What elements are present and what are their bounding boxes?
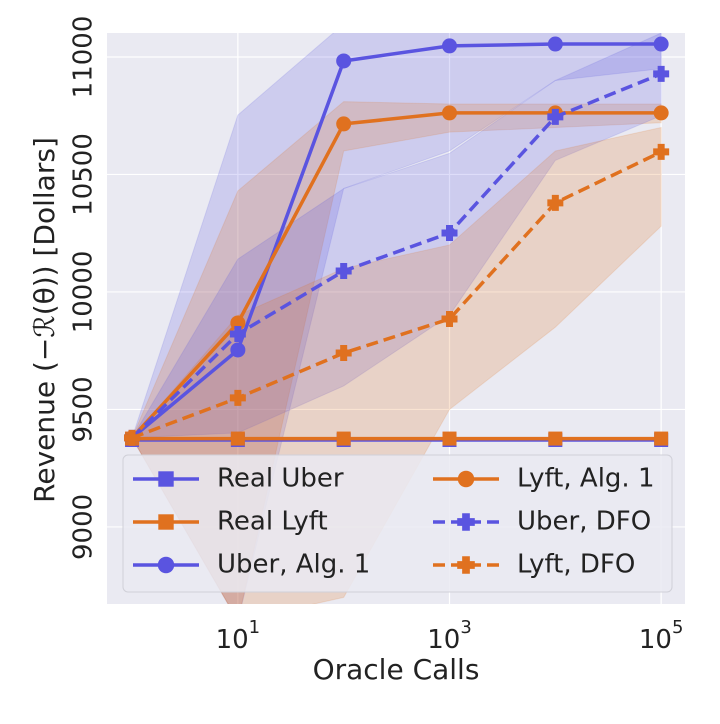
legend: Real Uber Real Lyft Uber, Alg. 1 Lyft, Alg.… <box>122 454 673 593</box>
y-tick-label: 9500 <box>69 376 99 442</box>
marker <box>229 326 246 343</box>
series-line <box>131 150 662 440</box>
legend-label: Lyft, Alg. 1 <box>517 464 655 494</box>
legend-box <box>122 454 673 593</box>
marker <box>230 342 246 358</box>
legend-label: Uber, DFO <box>517 507 651 537</box>
series-line <box>130 111 662 440</box>
marker <box>442 105 458 121</box>
y-axis-label: Revenue (−ℛ(θ)) [Dollars] <box>28 137 61 503</box>
y-tick-label: 9000 <box>69 494 99 560</box>
marker <box>441 310 458 327</box>
marker <box>336 431 351 446</box>
lines <box>124 36 670 447</box>
marker <box>230 431 245 446</box>
marker <box>653 105 669 121</box>
y-tick-label: 10000 <box>69 251 99 334</box>
marker <box>547 36 563 52</box>
marker <box>230 315 246 331</box>
marker <box>157 556 175 574</box>
marker <box>547 194 564 211</box>
marker <box>548 431 563 446</box>
legend-label: Real Lyft <box>217 507 328 537</box>
legend-label: Lyft, DFO <box>517 550 635 580</box>
marker <box>653 143 670 160</box>
x-axis-label: Oracle Calls <box>313 653 480 686</box>
x-tick-label: 101 <box>216 617 261 655</box>
marker <box>336 53 352 69</box>
legend-label: Real Uber <box>217 464 344 494</box>
marker <box>441 224 458 241</box>
legend-label: Uber, Alg. 1 <box>217 550 370 580</box>
series-line <box>130 42 662 440</box>
marker <box>653 65 670 82</box>
series-line <box>130 72 662 440</box>
marker <box>654 431 669 446</box>
axes: 9000 9500 10000 10500 11000 101 103 105 <box>69 16 684 655</box>
marker <box>457 556 475 574</box>
marker <box>442 38 458 54</box>
marker <box>335 345 352 362</box>
marker <box>124 429 141 446</box>
x-tick-label: 105 <box>639 617 684 655</box>
x-tick-label: 103 <box>427 617 472 655</box>
marker <box>336 116 352 132</box>
marker <box>442 431 457 446</box>
marker <box>158 471 174 487</box>
marker <box>335 263 352 280</box>
y-tick-label: 10500 <box>69 133 99 216</box>
marker <box>457 513 475 531</box>
marker <box>653 36 669 52</box>
y-tick-label: 11000 <box>69 16 99 99</box>
marker <box>457 470 475 488</box>
marker <box>158 514 174 530</box>
marker <box>547 108 564 125</box>
marker <box>229 389 246 406</box>
